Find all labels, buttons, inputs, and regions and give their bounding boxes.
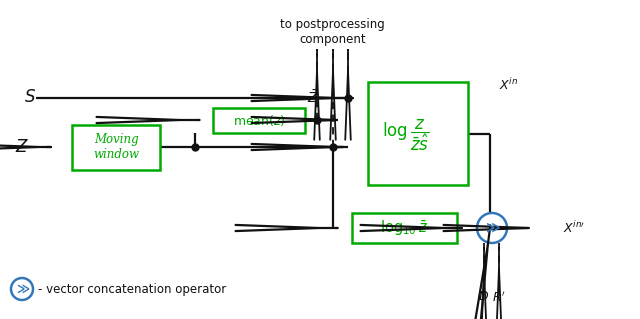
Bar [368,82,468,185]
Text: $\mathbf{\gg}$: $\mathbf{\gg}$ [483,221,501,235]
Bar [352,213,457,243]
Text: $X^{in}$: $X^{in}$ [499,77,518,93]
Text: $S$: $S$ [24,90,36,107]
Text: $\log\dfrac{z}{\bar{z}\hat{s}}$: $\log\dfrac{z}{\bar{z}\hat{s}}$ [382,118,429,153]
Text: $\log_{10}\bar{z}$: $\log_{10}\bar{z}$ [380,219,429,238]
Bar [213,108,305,133]
Circle shape [11,278,33,300]
Text: - vector concatenation operator: - vector concatenation operator [38,283,227,295]
Text: $X^{in\prime}$: $X^{in\prime}$ [563,220,585,236]
Text: to postprocessing
component: to postprocessing component [280,18,385,46]
Bar [72,125,160,170]
Circle shape [477,213,507,243]
Text: $\mathbf{\gg}$: $\mathbf{\gg}$ [13,283,30,295]
Text: $\mathrm{mean}(z)$: $\mathrm{mean}(z)$ [233,113,285,128]
Text: $Z$: $Z$ [15,138,29,155]
Text: $D$: $D$ [479,290,490,303]
Text: $R^{\prime}$: $R^{\prime}$ [492,290,506,305]
Text: $\bar{Z}$: $\bar{Z}$ [307,89,319,106]
Text: Moving
window: Moving window [93,133,139,161]
